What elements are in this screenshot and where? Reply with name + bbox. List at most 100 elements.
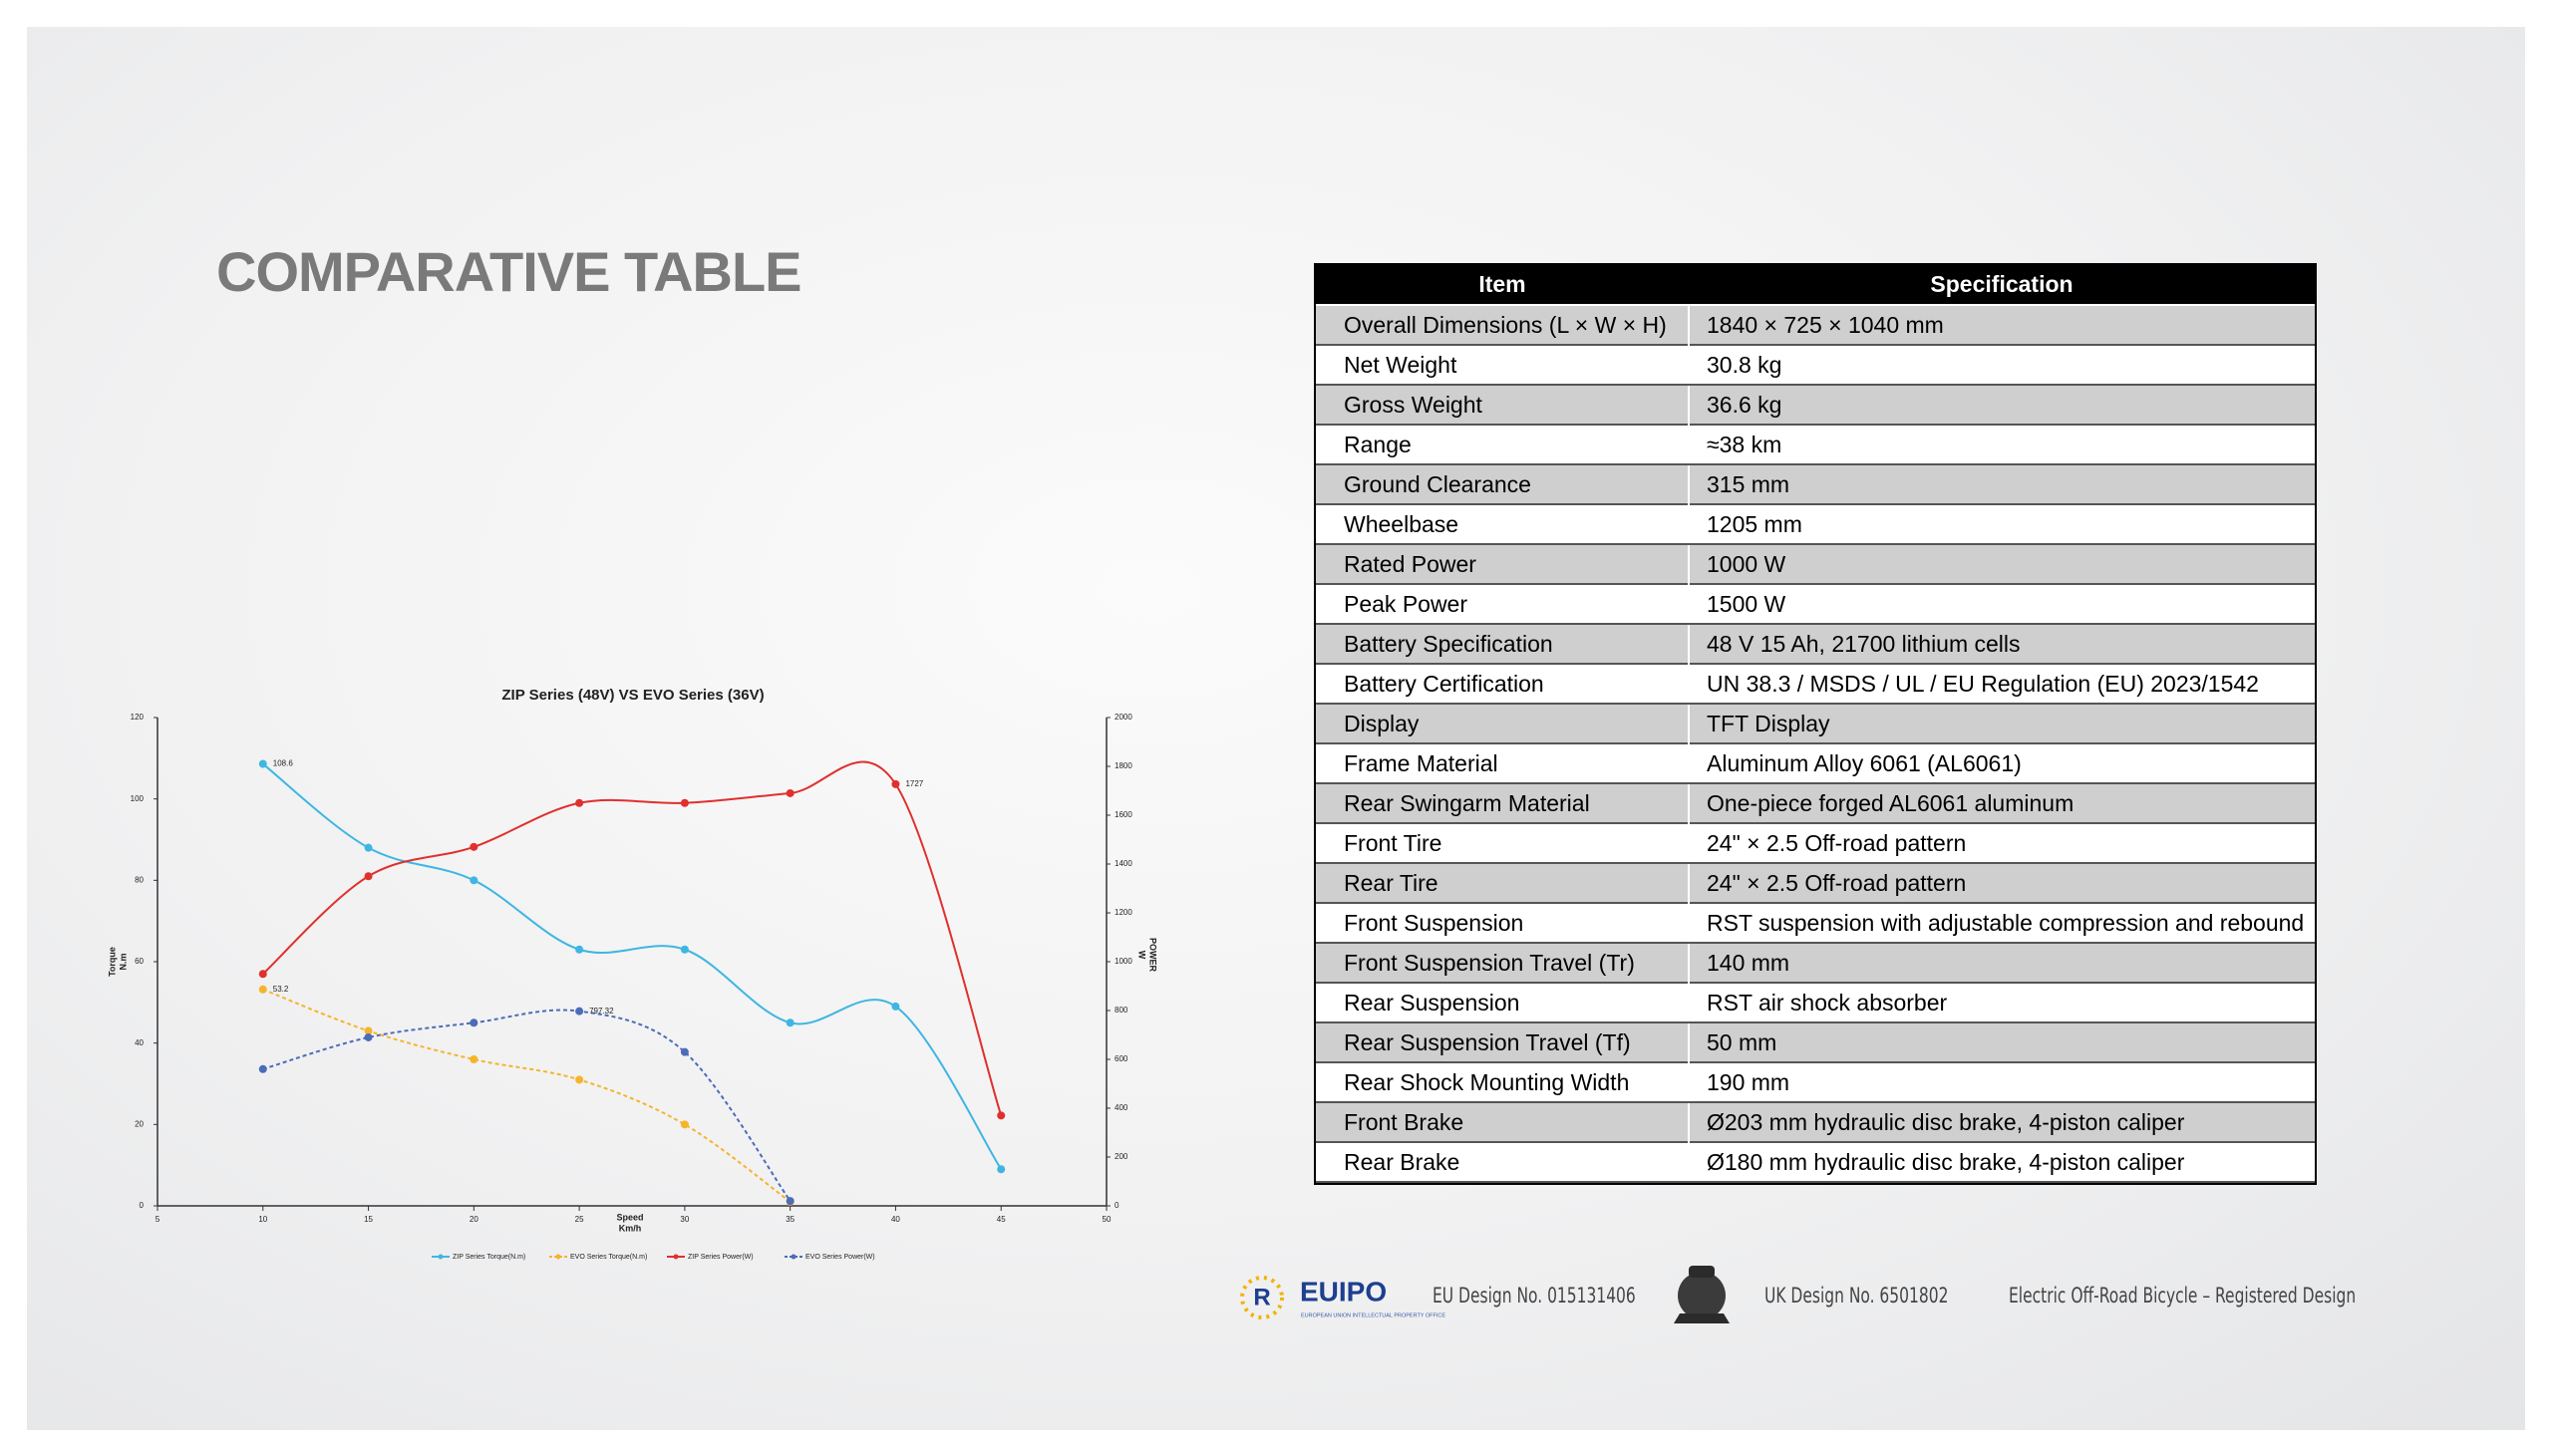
logo-stars	[1240, 1276, 1284, 1319]
euipo-name: EUIPO	[1300, 1276, 1387, 1307]
spec-cell: 24" × 2.5 Off-road pattern	[1689, 822, 2315, 864]
y2-axis-label-line: POWER	[1148, 938, 1158, 973]
data-point	[364, 1032, 373, 1041]
table-row: Rear Swingarm Material One-piece forged A…	[1316, 782, 2315, 823]
table-row: Front Tire 24" × 2.5 Off-road pattern	[1316, 822, 2315, 864]
spec-cell: 1500 W	[1689, 583, 2315, 625]
spec-cell: UN 38.3 / MSDS / UL / EU Regulation (EU)…	[1689, 663, 2315, 705]
data-point	[575, 798, 584, 807]
x-tick-label: 30	[680, 1215, 689, 1224]
spec-cell: RST air shock absorber	[1689, 982, 2315, 1023]
table-row: Range ≈38 km	[1316, 424, 2315, 465]
table-row: Rear Brake Ø180 mm hydraulic disc brake, …	[1316, 1141, 2315, 1183]
y-tick-label: 60	[135, 957, 144, 966]
y2-tick-label: 1800	[1115, 761, 1132, 770]
legend-label: EVO Series Torque(N.m)	[570, 1254, 647, 1261]
y2-axis-label-line: W	[1137, 951, 1147, 960]
table-row: Front Suspension Travel (Tr) 140 mm	[1316, 942, 2315, 983]
legend-marker	[438, 1254, 444, 1260]
table-body: Overall Dimensions (L × W × H) 1840 × 725…	[1316, 304, 2315, 1183]
y-axis-label-line: N.m	[118, 953, 128, 970]
legend-marker	[673, 1254, 679, 1260]
data-point	[786, 1197, 795, 1206]
item-cell: Ground Clearance	[1316, 463, 1690, 504]
table-row: Rear Suspension RST air shock absorber	[1316, 982, 2315, 1023]
x-tick-label: 20	[470, 1215, 478, 1224]
item-cell: Rear Shock Mounting Width	[1316, 1061, 1690, 1103]
legend-label: ZIP Series Power(W)	[688, 1254, 754, 1261]
table-row: Wheelbase 1205 mm	[1316, 503, 2315, 545]
item-cell: Rear Swingarm Material	[1316, 782, 1690, 823]
data-point	[258, 970, 267, 979]
data-point	[364, 872, 373, 881]
data-point	[470, 1019, 478, 1027]
spec-cell: ≈38 km	[1689, 424, 2315, 465]
y2-tick-label: 800	[1115, 1006, 1128, 1015]
item-cell: Overall Dimensions (L × W × H)	[1316, 304, 1690, 345]
slide-title: COMPARATIVE TABLE	[216, 240, 802, 303]
data-point	[470, 1055, 478, 1063]
x-tick-label: 15	[364, 1215, 373, 1224]
data-point	[997, 1165, 1006, 1174]
data-label: 53.2	[273, 985, 289, 994]
table-row: Frame Material Aluminum Alloy 6061 (AL606…	[1316, 742, 2315, 784]
spec-cell: 48 V 15 Ah, 21700 lithium cells	[1689, 623, 2315, 664]
spec-cell: TFT Display	[1689, 703, 2315, 743]
uk-crest	[1674, 1266, 1730, 1323]
chart-title: ZIP Series (48V) VS EVO Series (36V)	[501, 687, 764, 704]
item-cell: Front Brake	[1316, 1101, 1690, 1142]
item-cell: Battery Specification	[1316, 623, 1690, 664]
data-point	[891, 1002, 900, 1011]
item-cell: Rear Brake	[1316, 1141, 1690, 1183]
spec-cell: Ø180 mm hydraulic disc brake, 4-piston c…	[1689, 1141, 2315, 1183]
spec-cell: 1000 W	[1689, 543, 2315, 584]
x-axis-label-line: Km/h	[619, 1223, 642, 1233]
uk-design-number: UK Design No. 6501802	[1764, 1284, 1949, 1308]
data-point	[680, 945, 689, 954]
data-point	[680, 798, 689, 807]
y-tick-label: 0	[140, 1201, 145, 1210]
data-point	[575, 1075, 584, 1084]
series-line	[262, 1009, 792, 1202]
x-tick-label: 40	[891, 1215, 900, 1224]
y-tick-label: 80	[135, 875, 144, 884]
item-cell: Rear Tire	[1316, 862, 1690, 903]
data-point	[786, 788, 795, 797]
y-tick-label: 120	[131, 713, 145, 722]
spec-cell: Ø203 mm hydraulic disc brake, 4-piston c…	[1689, 1101, 2315, 1142]
spec-cell: 1840 × 725 × 1040 mm	[1689, 304, 2315, 345]
item-cell: Display	[1316, 703, 1690, 743]
item-cell: Peak Power	[1316, 583, 1690, 625]
legend-label: EVO Series Power(W)	[805, 1254, 875, 1261]
y2-tick-label: 0	[1115, 1201, 1119, 1210]
item-cell: Frame Material	[1316, 742, 1690, 784]
x-tick-label: 35	[786, 1215, 795, 1224]
crest-crown	[1689, 1266, 1715, 1278]
x-tick-label: 50	[1103, 1215, 1112, 1224]
y-tick-label: 20	[135, 1119, 144, 1128]
item-cell: Front Tire	[1316, 822, 1690, 864]
table-row: Ground Clearance 315 mm	[1316, 463, 2315, 504]
item-cell: Rated Power	[1316, 543, 1690, 584]
data-point	[470, 842, 478, 851]
item-cell: Front Suspension	[1316, 902, 1690, 944]
table-row: Rear Shock Mounting Width 190 mm	[1316, 1061, 2315, 1103]
item-cell: Net Weight	[1316, 344, 1690, 386]
table-header: Item Specification	[1316, 265, 2315, 305]
euipo-subtitle: EUROPEAN UNION INTELLECTUAL PROPERTY OFF…	[1301, 1312, 1445, 1318]
data-point	[470, 876, 478, 885]
y-axis-label: Torque N.m	[107, 947, 128, 977]
eu-design-number: EU Design No. 015131406	[1433, 1284, 1636, 1308]
table-row: Rated Power 1000 W	[1316, 543, 2315, 584]
spec-cell: 1205 mm	[1689, 503, 2315, 545]
spec-cell: 24" × 2.5 Off-road pattern	[1689, 862, 2315, 903]
y2-tick-label: 1400	[1115, 859, 1132, 868]
y-axis-label-line: Torque	[107, 947, 117, 977]
y2-tick-label: 600	[1115, 1054, 1128, 1063]
item-cell: Front Suspension Travel (Tr)	[1316, 942, 1690, 983]
item-cell: Rear Suspension Travel (Tf)	[1316, 1021, 1690, 1062]
table-row: Rear Tire 24" × 2.5 Off-road pattern	[1316, 862, 2315, 903]
crest-motto	[1674, 1313, 1730, 1323]
x-axis-label-line: Speed	[616, 1212, 643, 1222]
